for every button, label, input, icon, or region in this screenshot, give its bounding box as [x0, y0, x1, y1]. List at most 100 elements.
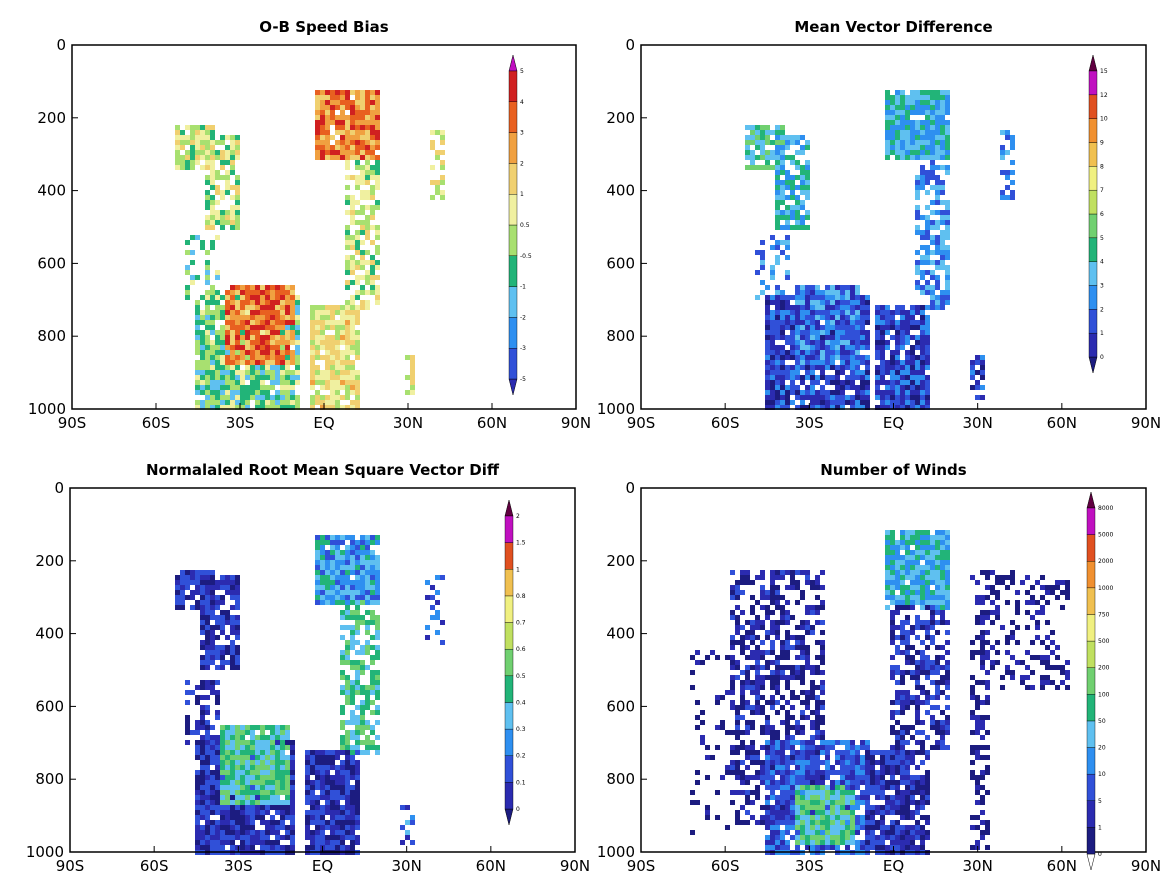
heatmap-cell: [325, 140, 330, 145]
heatmap-cell: [210, 285, 215, 290]
heatmap-cell: [365, 130, 370, 135]
heatmap-cell: [810, 330, 815, 335]
heatmap-cell: [275, 310, 280, 315]
heatmap-cell: [250, 315, 255, 320]
heatmap-cell: [315, 560, 320, 565]
colorbar-extend-top: [508, 54, 518, 72]
heatmap-cell: [255, 315, 260, 320]
heatmap-cell: [780, 145, 785, 150]
heatmap-cell: [210, 830, 215, 835]
heatmap-cell: [220, 340, 225, 345]
heatmap-cell: [365, 685, 370, 690]
heatmap-cell: [1010, 135, 1015, 140]
heatmap-cell: [365, 540, 370, 545]
heatmap-cell: [240, 750, 245, 755]
heatmap-cell: [910, 385, 915, 390]
heatmap-cell: [345, 560, 350, 565]
heatmap-cell: [260, 375, 265, 380]
heatmap-cell: [235, 145, 240, 150]
heatmap-cell: [925, 150, 930, 155]
heatmap-cell: [230, 780, 235, 785]
heatmap-cell: [235, 820, 240, 825]
heatmap-cell: [360, 620, 365, 625]
heatmap-cell: [980, 395, 985, 400]
heatmap-cell: [850, 350, 855, 355]
heatmap-cell: [940, 100, 945, 105]
heatmap-cell: [780, 350, 785, 355]
heatmap-cell: [270, 290, 275, 295]
heatmap-cell: [865, 345, 870, 350]
colorbar-extend-bottom: [504, 808, 514, 826]
heatmap-cell: [345, 755, 350, 760]
heatmap-cell: [270, 730, 275, 735]
heatmap-cell: [735, 605, 740, 610]
heatmap-cell: [895, 345, 900, 350]
heatmap-cell: [770, 575, 775, 580]
heatmap-cell: [860, 375, 865, 380]
heatmap-cell: [335, 845, 340, 850]
heatmap-cell: [205, 325, 210, 330]
heatmap-cell: [935, 265, 940, 270]
heatmap-cell: [360, 560, 365, 565]
heatmap-cell: [250, 360, 255, 365]
heatmap-cell: [855, 370, 860, 375]
heatmap-cell: [780, 805, 785, 810]
heatmap-cell: [305, 845, 310, 850]
heatmap-cell: [855, 355, 860, 360]
heatmap-cell: [255, 360, 260, 365]
heatmap-cell: [325, 570, 330, 575]
heatmap-cell: [905, 130, 910, 135]
heatmap-cell: [935, 195, 940, 200]
heatmap-cell: [340, 155, 345, 160]
heatmap-cell: [245, 330, 250, 335]
heatmap-cell: [765, 630, 770, 635]
heatmap-cell: [275, 750, 280, 755]
heatmap-cell: [435, 575, 440, 580]
heatmap-cell: [330, 555, 335, 560]
heatmap-cell: [205, 645, 210, 650]
heatmap-cell: [430, 585, 435, 590]
heatmap-cell: [900, 120, 905, 125]
heatmap-cell: [260, 845, 265, 850]
heatmap-cell: [755, 705, 760, 710]
heatmap-cell: [255, 790, 260, 795]
heatmap-cell: [340, 115, 345, 120]
heatmap-cell: [795, 310, 800, 315]
heatmap-cell: [355, 90, 360, 95]
heatmap-cell: [235, 405, 240, 410]
heatmap-cell: [235, 620, 240, 625]
heatmap-cell: [925, 260, 930, 265]
heatmap-cell: [760, 165, 765, 170]
heatmap-cell: [255, 400, 260, 405]
heatmap-cell: [915, 540, 920, 545]
heatmap-cell: [260, 360, 265, 365]
heatmap-cell: [315, 350, 320, 355]
heatmap-cell: [375, 685, 380, 690]
heatmap-cell: [225, 180, 230, 185]
heatmap-cell: [350, 140, 355, 145]
heatmap-cell: [280, 380, 285, 385]
heatmap-cell: [400, 805, 405, 810]
heatmap-cell: [795, 345, 800, 350]
heatmap-cell: [225, 400, 230, 405]
heatmap-cell: [350, 795, 355, 800]
heatmap-cell: [205, 785, 210, 790]
heatmap-cell: [915, 280, 920, 285]
heatmap-cell: [825, 355, 830, 360]
heatmap-cell: [795, 200, 800, 205]
heatmap-cell: [895, 130, 900, 135]
heatmap-cell: [210, 160, 215, 165]
heatmap-cell: [755, 760, 760, 765]
heatmap-cell: [285, 325, 290, 330]
heatmap-cell: [195, 405, 200, 410]
heatmap-cell: [365, 695, 370, 700]
heatmap-cell: [790, 190, 795, 195]
heatmap-cell: [205, 190, 210, 195]
heatmap-cell: [820, 660, 825, 665]
heatmap-cell: [210, 310, 215, 315]
heatmap-cell: [295, 400, 300, 405]
heatmap-cell: [785, 340, 790, 345]
heatmap-cell: [240, 380, 245, 385]
heatmap-cell: [795, 385, 800, 390]
heatmap-cell: [920, 165, 925, 170]
